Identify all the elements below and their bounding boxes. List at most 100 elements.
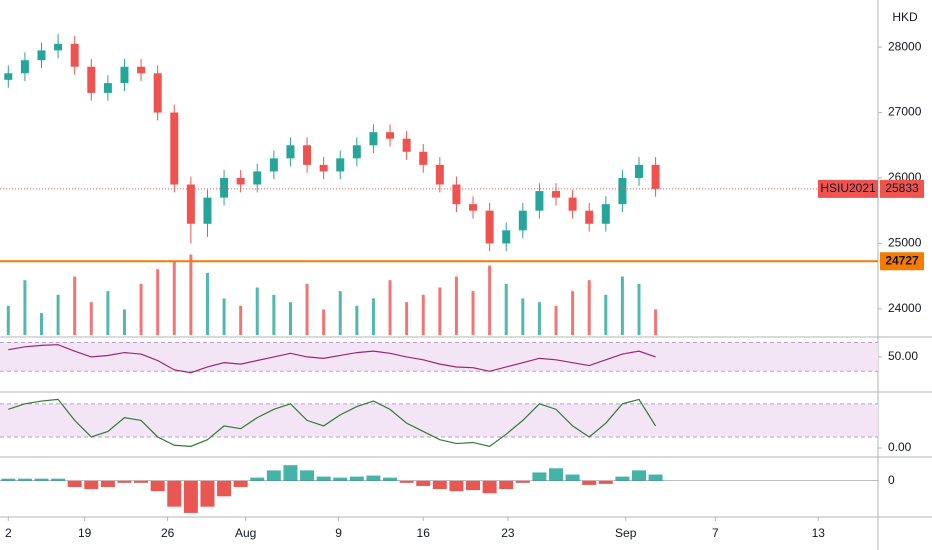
volume-bar [554, 305, 558, 335]
macd-bar [333, 477, 348, 481]
macd-bar [316, 476, 331, 481]
macd-tick-label: 0 [888, 473, 895, 487]
candle-body [4, 73, 13, 80]
volume-bar [272, 294, 276, 335]
macd-bar [449, 480, 464, 492]
candle-body [352, 145, 361, 159]
volume-bar [139, 283, 143, 335]
volume-bar [587, 280, 591, 335]
volume-bar [405, 302, 409, 335]
candle-body [303, 145, 312, 165]
macd-bar [466, 480, 481, 491]
candle-body [153, 73, 162, 113]
candle-body [402, 138, 411, 152]
volume-bar [521, 298, 525, 335]
volume-bar [454, 276, 458, 335]
candle-body [137, 66, 146, 74]
level-label: 24727 [885, 253, 919, 267]
macd-bar [383, 477, 398, 481]
candle-body [203, 197, 212, 224]
candle-body [469, 204, 478, 211]
candle-body [435, 164, 444, 185]
macd-bar [598, 480, 613, 484]
volume-bar [620, 276, 624, 335]
macd-bar [349, 476, 364, 481]
candle-body [186, 184, 195, 224]
x-tick-label: 7 [712, 526, 719, 540]
volume-bar [39, 313, 43, 335]
volume-bar [355, 305, 359, 335]
macd-bar [432, 480, 447, 490]
candle-body [419, 151, 428, 165]
candle-body [220, 177, 229, 198]
volume-bar [604, 294, 608, 335]
macd-bar [648, 474, 663, 481]
macd-bar [51, 478, 66, 481]
macd-bar [17, 478, 32, 481]
volume-bar [371, 298, 375, 335]
x-tick-label: Sep [615, 526, 637, 540]
x-tick-label: 13 [812, 526, 826, 540]
candle-body [585, 210, 594, 224]
macd-bar [532, 472, 547, 481]
volume-bar [421, 294, 425, 335]
candle-body [87, 66, 96, 93]
currency-label: HKD [892, 10, 918, 24]
volume-bar [504, 283, 508, 335]
volume-bar [471, 291, 475, 335]
level-tag [880, 252, 924, 271]
macd-bar [134, 480, 149, 483]
volume-bar [189, 254, 193, 335]
candle-body [568, 197, 577, 211]
price-tag [880, 179, 924, 198]
macd-bar [84, 480, 99, 490]
macd-bar [266, 470, 281, 481]
candle-body [535, 191, 544, 211]
macd-bar [34, 478, 49, 481]
x-tick-label: 2 [5, 526, 12, 540]
macd-bar [549, 468, 564, 481]
macd-bar [167, 480, 182, 507]
candle-body [386, 132, 395, 139]
candle-body [319, 164, 328, 172]
candle-body [518, 210, 527, 231]
volume-bar [438, 287, 442, 335]
x-tick-label: 9 [335, 526, 342, 540]
macd-bar [631, 470, 646, 481]
candle-body [485, 210, 494, 244]
macd-bar [150, 480, 165, 492]
macd-bar [67, 480, 82, 487]
candle-body [170, 112, 179, 185]
volume-bar [637, 283, 641, 335]
candle-body [336, 158, 345, 172]
x-tick-label: 16 [417, 526, 431, 540]
candle-body [253, 171, 262, 185]
rsi-line [8, 344, 656, 374]
volume-bar [338, 291, 342, 335]
y-tick-label: 25000 [888, 236, 922, 250]
macd-bar [300, 470, 315, 481]
macd-bar [399, 480, 414, 483]
volume-bar [89, 302, 93, 335]
candle-body [236, 177, 245, 185]
candle-body [634, 164, 643, 178]
rsi-band [0, 342, 878, 372]
symbol-label: HSIU2021 [820, 181, 876, 195]
candle-body [651, 164, 660, 189]
volume-bar [654, 309, 658, 335]
volume-bar [388, 280, 392, 335]
volume-bar [106, 291, 110, 335]
macd-bar [515, 480, 530, 483]
candle-body [20, 60, 29, 74]
x-tick-label: 23 [501, 526, 515, 540]
volume-bar [6, 305, 10, 335]
macd-bar [283, 465, 298, 481]
candle-body [552, 191, 561, 198]
volume-bar [488, 265, 492, 335]
candle-body [286, 145, 295, 159]
candle-body [120, 66, 129, 84]
x-tick-label: Aug [235, 526, 256, 540]
y-tick-label: 27000 [888, 105, 922, 119]
volume-bar [73, 276, 77, 335]
